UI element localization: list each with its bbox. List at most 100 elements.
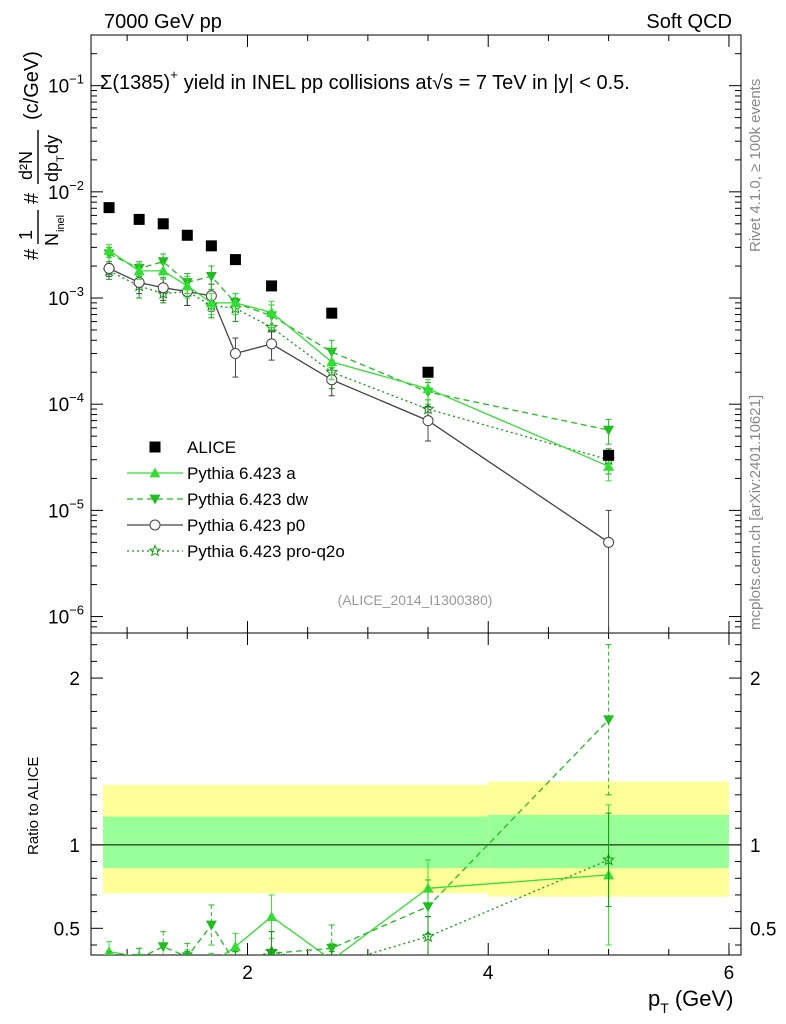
x-tick-label: 6 [724, 963, 735, 984]
point-data [157, 218, 169, 230]
point-pythia_a [422, 383, 434, 394]
tick-exponent: −3 [69, 284, 84, 299]
legend-label-data: ALICE [187, 438, 236, 457]
ratio-line-pythia_a [108, 874, 609, 955]
ratio-point-pythia_pro_q2o [206, 961, 217, 971]
ratio-point-pythia_dw [603, 715, 615, 726]
point-data [603, 449, 615, 461]
ratio-point-pythia_pro_q2o [265, 944, 279, 955]
ratio-point-pythia_a [229, 941, 241, 952]
y-label-dpt-sub: T [55, 155, 67, 162]
ratio-y-tick-label-left: 1 [69, 836, 80, 857]
point-data [326, 307, 338, 319]
ratio-point-pythia_dw [422, 902, 434, 913]
main-y-tick-label: 10−5 [48, 496, 84, 522]
x-axis-label: pT (GeV) [648, 986, 734, 1016]
ratio-point-pythia_a [206, 958, 217, 968]
tick-mantissa: 10 [48, 183, 69, 204]
y-label-one: 1 [16, 230, 36, 240]
ratio-point-pythia_dw [104, 956, 115, 966]
y-label-hash2: # [21, 192, 43, 204]
legend-marker-pythia_dw [149, 494, 161, 505]
plot-title-superscript: + [170, 67, 178, 82]
x-tick-label: 4 [483, 963, 494, 984]
point-pythia_p0 [103, 262, 115, 274]
rivet-label: Rivet 4.1.0, ≥ 100k events [747, 79, 764, 252]
ratio-series-pythia_pro_q2o [158, 812, 616, 980]
ratio-point-pythia_pro_q2o [421, 929, 435, 943]
main-series-layer [102, 202, 616, 633]
series-line-pythia_p0 [108, 267, 609, 543]
main-y-axis-label: # 1 N inel # d²N dp T dy (c/GeV) [16, 51, 67, 260]
main-axis-ticks: 10−110−210−310−410−510−6 [48, 35, 741, 634]
band-inner-0 [103, 816, 489, 869]
main-y-tick-label: 10−3 [48, 284, 84, 310]
analysis-id: (ALICE_2014_I1300380) [338, 592, 493, 608]
legend-marker-data [149, 441, 161, 453]
series-line-pythia_dw [108, 253, 609, 431]
ratio-point-pythia_pro_q2o [327, 960, 338, 970]
ratio-line-pythia_pro_q2o [259, 859, 609, 955]
header-left: 7000 GeV pp [104, 11, 222, 33]
main-y-tick-label: 10−1 [48, 72, 84, 98]
ratio-point-pythia_a [137, 951, 142, 955]
x-tick-label: 2 [242, 963, 253, 984]
legend-marker-pythia_a [149, 467, 161, 478]
tick-mantissa: 10 [48, 77, 69, 98]
legend-label-pythia_pro_q2o: Pythia 6.423 pro-q2o [187, 542, 345, 561]
ratio-y-axis-label: Ratio to ALICE [25, 757, 42, 855]
main-y-tick-label: 10−6 [48, 603, 84, 629]
point-pythia_dw [157, 257, 169, 268]
series-line-pythia_pro_q2o [108, 270, 609, 461]
y-label-ninel: N [42, 233, 62, 246]
ratio-series-layer [104, 644, 616, 980]
point-data [422, 366, 434, 378]
point-pythia_a [181, 280, 193, 291]
tick-mantissa: 10 [48, 395, 69, 416]
ratio-point-pythia_a [182, 956, 193, 966]
ratio-point-pythia_a [158, 963, 169, 973]
ratio-point-pythia_pro_q2o [602, 853, 616, 866]
tick-exponent: −5 [69, 496, 84, 511]
point-pythia_a [603, 460, 615, 471]
point-pythia_p0 [229, 348, 241, 360]
ratio-point-pythia_dw [205, 920, 217, 931]
ratio-point-pythia_a [266, 911, 278, 922]
y-label-units: (c/GeV) [21, 51, 43, 120]
ratio-point-pythia_dw [326, 943, 338, 954]
point-pythia_a [266, 307, 278, 317]
point-data [205, 240, 217, 252]
y-label-ninel-sub: inel [55, 215, 67, 232]
ratio-point-pythia_pro_q2o [230, 958, 241, 968]
point-pythia_a [103, 245, 115, 255]
tick-mantissa: 10 [48, 289, 69, 310]
ratio-point-pythia_dw [157, 942, 169, 953]
y-label-hash1: # [21, 248, 43, 260]
legend-marker-pythia_pro_q2o [148, 544, 162, 557]
header-right: Soft QCD [646, 11, 732, 33]
y-label-d2n: d²N [16, 151, 36, 180]
legend-label-pythia_p0: Pythia 6.423 p0 [187, 516, 305, 535]
y-label-dpt: dp [42, 162, 62, 182]
main-y-tick-label: 10−4 [48, 390, 84, 416]
ratio-panel-frame [90, 632, 742, 956]
point-pythia_a [205, 297, 217, 308]
main-y-tick-label: 10−2 [48, 178, 84, 204]
legend-label-pythia_a: Pythia 6.423 a [187, 464, 296, 483]
ratio-point-pythia_dw [230, 959, 241, 969]
point-data [181, 229, 193, 241]
mcplots-label: mcplots.cern.ch [arXiv:2401.10621] [747, 395, 764, 630]
ratio-point-pythia_a [331, 954, 333, 955]
point-pythia_p0 [266, 338, 278, 350]
ratio-point-pythia_pro_q2o [158, 970, 169, 980]
point-pythia_a [326, 356, 338, 367]
point-pythia_dw [603, 425, 615, 436]
point-pythia_p0 [157, 282, 169, 294]
x-label-units: (GeV) [675, 986, 734, 1011]
point-data [103, 202, 115, 214]
tick-exponent: −2 [69, 178, 84, 193]
ratio-y-tick-label-right: 2 [750, 669, 761, 690]
ratio-axis-ticks: 0.5 0.5 1 1 2 2 2 4 6 [54, 633, 776, 984]
tick-mantissa: 10 [48, 501, 69, 522]
ratio-point-pythia_pro_q2o [187, 954, 188, 955]
